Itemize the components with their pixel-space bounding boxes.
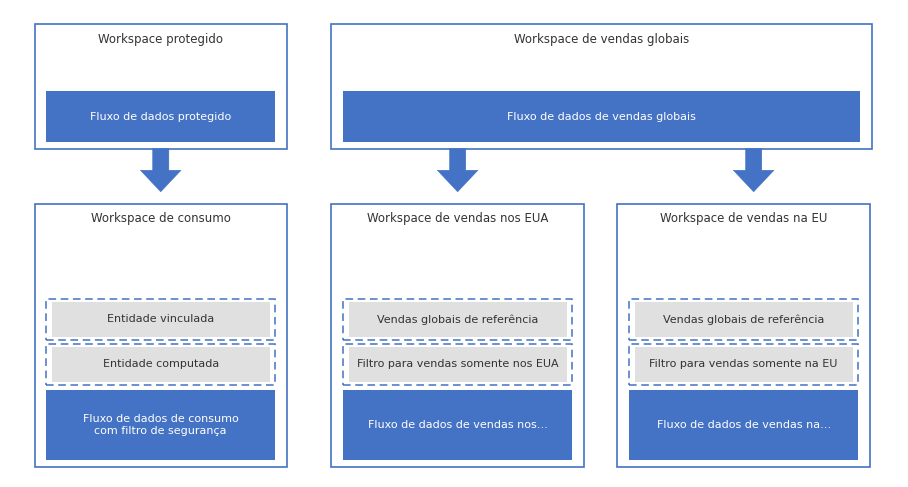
Bar — [629, 390, 858, 460]
Bar — [331, 204, 584, 467]
Text: Fluxo de dados protegido: Fluxo de dados protegido — [90, 112, 232, 122]
Bar — [635, 302, 853, 337]
Bar — [635, 347, 853, 382]
Text: Fluxo de dados de vendas na…: Fluxo de dados de vendas na… — [656, 420, 831, 430]
Text: Fluxo de dados de consumo
com filtro de segurança: Fluxo de dados de consumo com filtro de … — [83, 414, 239, 436]
Text: Filtro para vendas somente nos EUA: Filtro para vendas somente nos EUA — [357, 359, 558, 369]
Text: Vendas globais de referência: Vendas globais de referência — [663, 314, 824, 325]
Bar — [46, 390, 275, 460]
Polygon shape — [438, 149, 478, 192]
Text: Vendas globais de referência: Vendas globais de referência — [377, 314, 538, 325]
Bar — [343, 390, 572, 460]
Bar — [331, 24, 872, 149]
Bar — [46, 344, 275, 385]
Bar — [46, 299, 275, 340]
Bar — [35, 204, 287, 467]
Text: Workspace protegido: Workspace protegido — [98, 33, 223, 46]
Polygon shape — [734, 149, 774, 192]
Bar — [46, 91, 275, 142]
Text: Workspace de vendas nos EUA: Workspace de vendas nos EUA — [367, 212, 548, 225]
Text: Entidade vinculada: Entidade vinculada — [107, 315, 214, 324]
Text: Fluxo de dados de vendas globais: Fluxo de dados de vendas globais — [507, 112, 696, 122]
Bar — [52, 302, 270, 337]
Bar — [349, 302, 567, 337]
Bar — [617, 204, 870, 467]
Text: Fluxo de dados de vendas nos…: Fluxo de dados de vendas nos… — [368, 420, 548, 430]
Bar — [52, 347, 270, 382]
Bar — [349, 347, 567, 382]
Text: Workspace de consumo: Workspace de consumo — [91, 212, 231, 225]
Bar — [629, 344, 858, 385]
Text: Workspace de vendas na EU: Workspace de vendas na EU — [660, 212, 827, 225]
Bar — [343, 344, 572, 385]
Text: Entidade computada: Entidade computada — [103, 359, 219, 369]
Bar — [343, 91, 860, 142]
Bar — [35, 24, 287, 149]
Text: Workspace de vendas globais: Workspace de vendas globais — [514, 33, 689, 46]
Bar — [629, 299, 858, 340]
Polygon shape — [141, 149, 182, 192]
Bar — [343, 299, 572, 340]
Text: Filtro para vendas somente na EU: Filtro para vendas somente na EU — [649, 359, 838, 369]
